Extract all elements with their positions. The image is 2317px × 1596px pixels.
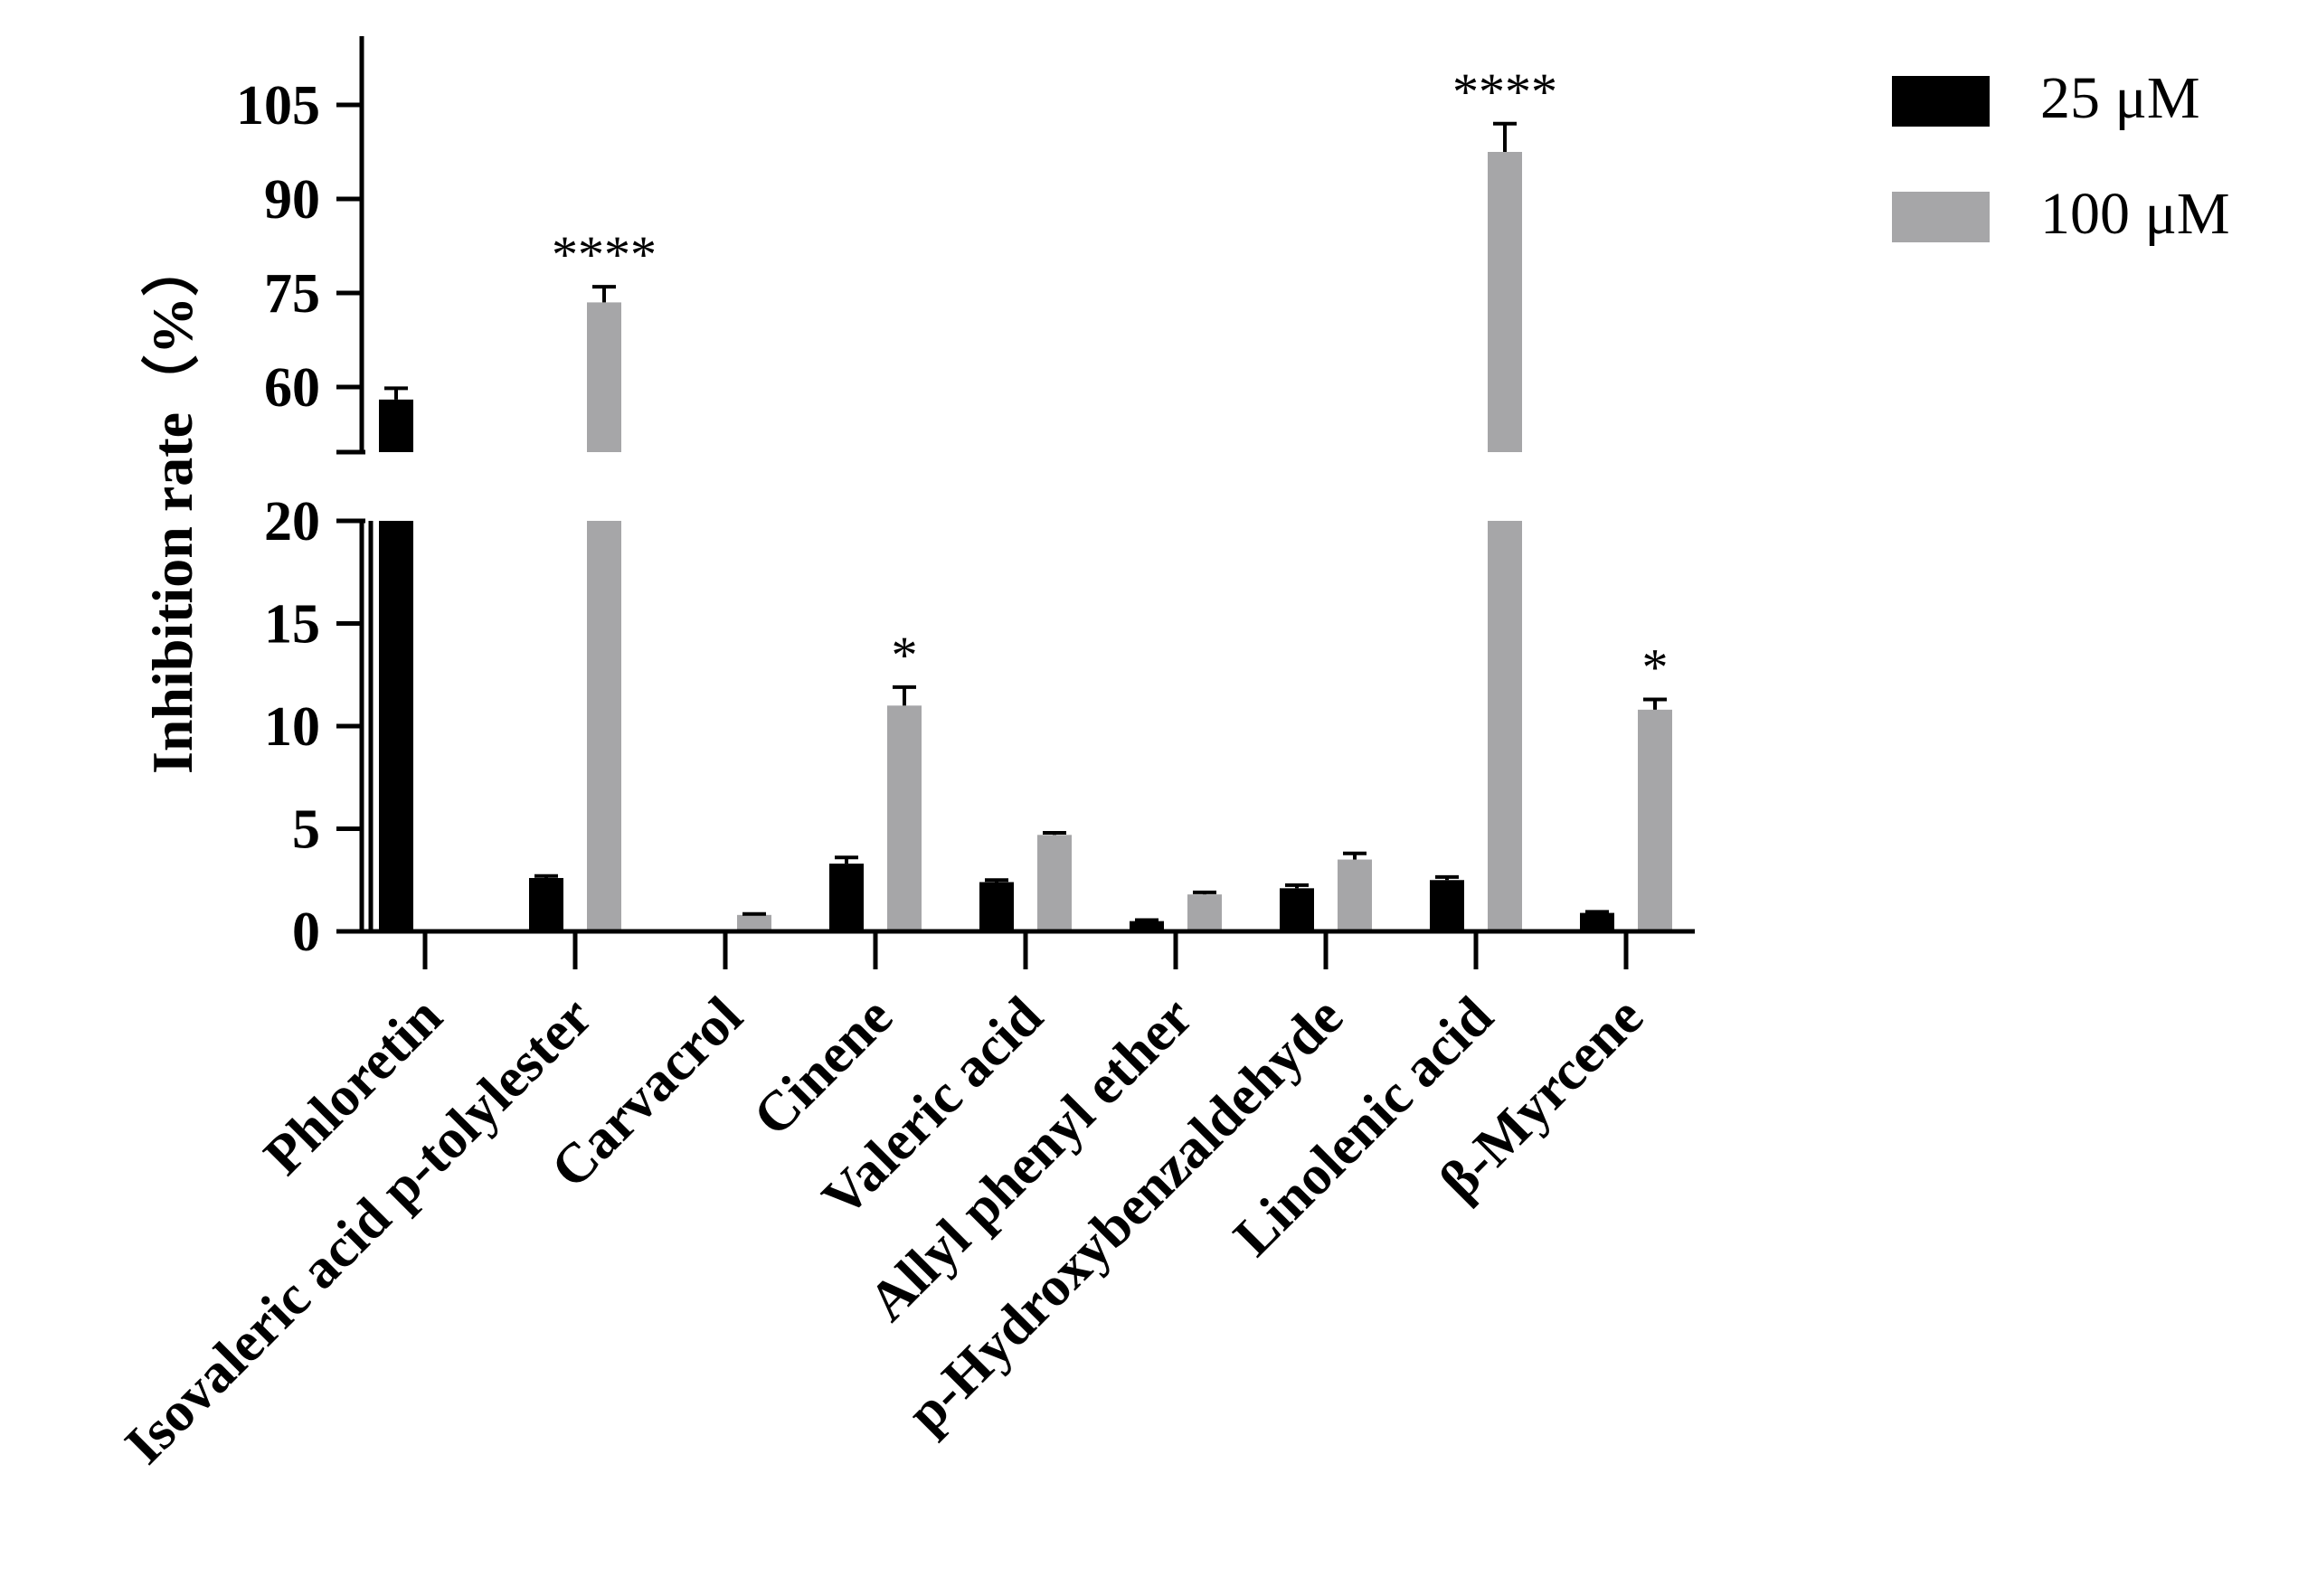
significance-label: * [1642,637,1669,696]
legend-swatch [1892,192,1990,242]
y-tick-label: 15 [264,594,320,656]
y-tick-label: 10 [264,696,320,758]
bar-lower-part [587,521,621,931]
significance-label: * [892,626,918,685]
bar [1430,880,1464,931]
bar-upper-part [1488,152,1522,452]
y-tick-label: 60 [264,357,320,419]
legend-label: 25 μM [2040,65,2200,131]
x-tick-label: Linolenic acid [1223,986,1505,1268]
significance-label: **** [1452,62,1557,121]
bar [829,864,864,931]
legend-swatch [1892,76,1990,127]
bar [1580,912,1614,931]
y-tick-label: 105 [236,75,320,137]
bar-lower-part [379,521,413,931]
bar [529,877,563,931]
bar [1280,888,1314,931]
y-tick-label: 5 [292,799,320,861]
y-tick-label: 0 [292,902,320,963]
bar [1638,709,1672,931]
bar [887,705,922,931]
y-tick-label: 75 [264,263,320,325]
bar [1037,835,1072,931]
bar [1130,921,1164,931]
bar-upper-part [379,399,413,452]
bar [737,914,771,931]
error-bars [384,121,1667,922]
significance-label: **** [552,225,657,284]
legend-label: 100 μM [2040,181,2230,247]
significance-marks: ********** [552,62,1669,697]
bars [379,152,1672,931]
legend: 25 μM 100 μM [1892,65,2230,247]
bar [1338,859,1372,931]
bar [1187,894,1222,931]
y-tick-label: 20 [264,491,320,552]
bar [979,882,1014,931]
bar-lower-part [1488,521,1522,931]
y-axis-title: Inhibition rate（%） [140,239,204,774]
y-tick-label: 90 [264,169,320,231]
y-ticks: 0 5 10 15 20 60 75 90 105 [236,75,362,963]
bar-upper-part [587,302,621,452]
